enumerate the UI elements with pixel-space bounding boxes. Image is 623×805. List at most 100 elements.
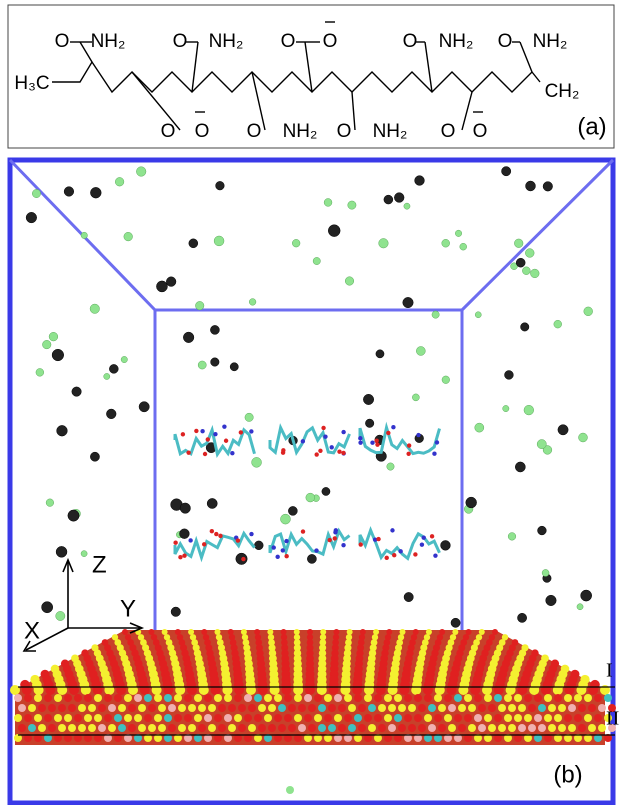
atom-label: O (173, 31, 188, 52)
atom-label: O (441, 121, 456, 142)
atom (188, 724, 196, 732)
ion (348, 201, 356, 209)
atom (48, 724, 56, 732)
atom (278, 724, 286, 732)
ion (537, 439, 546, 448)
ion (245, 413, 253, 421)
polymer-atom (230, 451, 234, 455)
atom (228, 724, 236, 732)
atom (554, 694, 562, 702)
atom (434, 694, 442, 702)
ion (292, 239, 300, 247)
ion (288, 506, 297, 515)
polymer-atom (249, 429, 253, 433)
atom (364, 714, 372, 722)
atom-label: O (55, 31, 70, 52)
atom (194, 714, 202, 722)
polymer-atom (392, 553, 396, 557)
atom (598, 704, 606, 712)
atom (488, 724, 496, 732)
atom (74, 714, 82, 722)
atom (254, 629, 260, 635)
atom (114, 694, 122, 702)
polymer-atom (341, 543, 345, 547)
atom (578, 704, 586, 712)
ion (554, 320, 562, 328)
atom (418, 724, 426, 732)
atom (104, 694, 112, 702)
ion (530, 269, 539, 278)
ion (56, 611, 65, 620)
polymer-atom (374, 439, 378, 443)
atom (258, 704, 266, 712)
ion (139, 402, 149, 412)
ion (46, 499, 54, 507)
ion (179, 529, 189, 539)
atom (78, 704, 86, 712)
ion (584, 307, 593, 316)
ion (211, 358, 219, 366)
atom (228, 704, 236, 712)
atom (228, 629, 234, 635)
polymer-atom (430, 534, 434, 538)
atom (424, 714, 432, 722)
atom (174, 714, 182, 722)
polymer-atom (239, 430, 243, 434)
atom (360, 629, 366, 635)
atom-label: O (498, 31, 513, 52)
atom (28, 704, 36, 712)
ion (466, 497, 477, 508)
ion (156, 281, 167, 292)
atom (298, 724, 306, 732)
polymer-atom (375, 442, 379, 446)
ion (115, 177, 124, 186)
atom (244, 714, 252, 722)
atom (218, 724, 226, 732)
ion (195, 301, 204, 310)
atom (254, 694, 262, 702)
ion (124, 232, 133, 241)
polymer-atom (359, 542, 363, 546)
atom (328, 704, 336, 712)
atom (458, 704, 466, 712)
atom (474, 714, 482, 722)
atom (215, 629, 221, 635)
ion (36, 368, 44, 376)
atom (284, 714, 292, 722)
polymer-atom (433, 553, 437, 557)
atom (508, 704, 516, 712)
atom (398, 704, 406, 712)
atom (28, 724, 36, 732)
atom (468, 704, 476, 712)
atom (124, 714, 132, 722)
ion (504, 370, 513, 379)
atom (158, 704, 166, 712)
atom (108, 704, 116, 712)
atom (268, 724, 276, 732)
polymer-atom (202, 542, 206, 546)
ion (475, 312, 481, 318)
atom (318, 704, 326, 712)
atom (318, 724, 326, 732)
polymer-atom (188, 538, 192, 542)
atom (34, 694, 42, 702)
atom (574, 714, 582, 722)
atom (474, 694, 482, 702)
atom-label: O (473, 121, 488, 142)
atom (484, 694, 492, 702)
polymer-atom (213, 432, 217, 436)
ion (306, 493, 315, 502)
polymer-atom (210, 529, 214, 533)
atom (400, 629, 406, 635)
axis-label: Z (92, 551, 107, 578)
ion (521, 323, 529, 331)
ion (328, 225, 340, 237)
polymer-atom (194, 429, 198, 433)
atom (404, 694, 412, 702)
atom (314, 694, 322, 702)
polymer-atom (314, 452, 318, 456)
ion (189, 239, 198, 248)
ion (90, 452, 99, 461)
polymer-atom (330, 445, 334, 449)
atom (108, 724, 116, 732)
